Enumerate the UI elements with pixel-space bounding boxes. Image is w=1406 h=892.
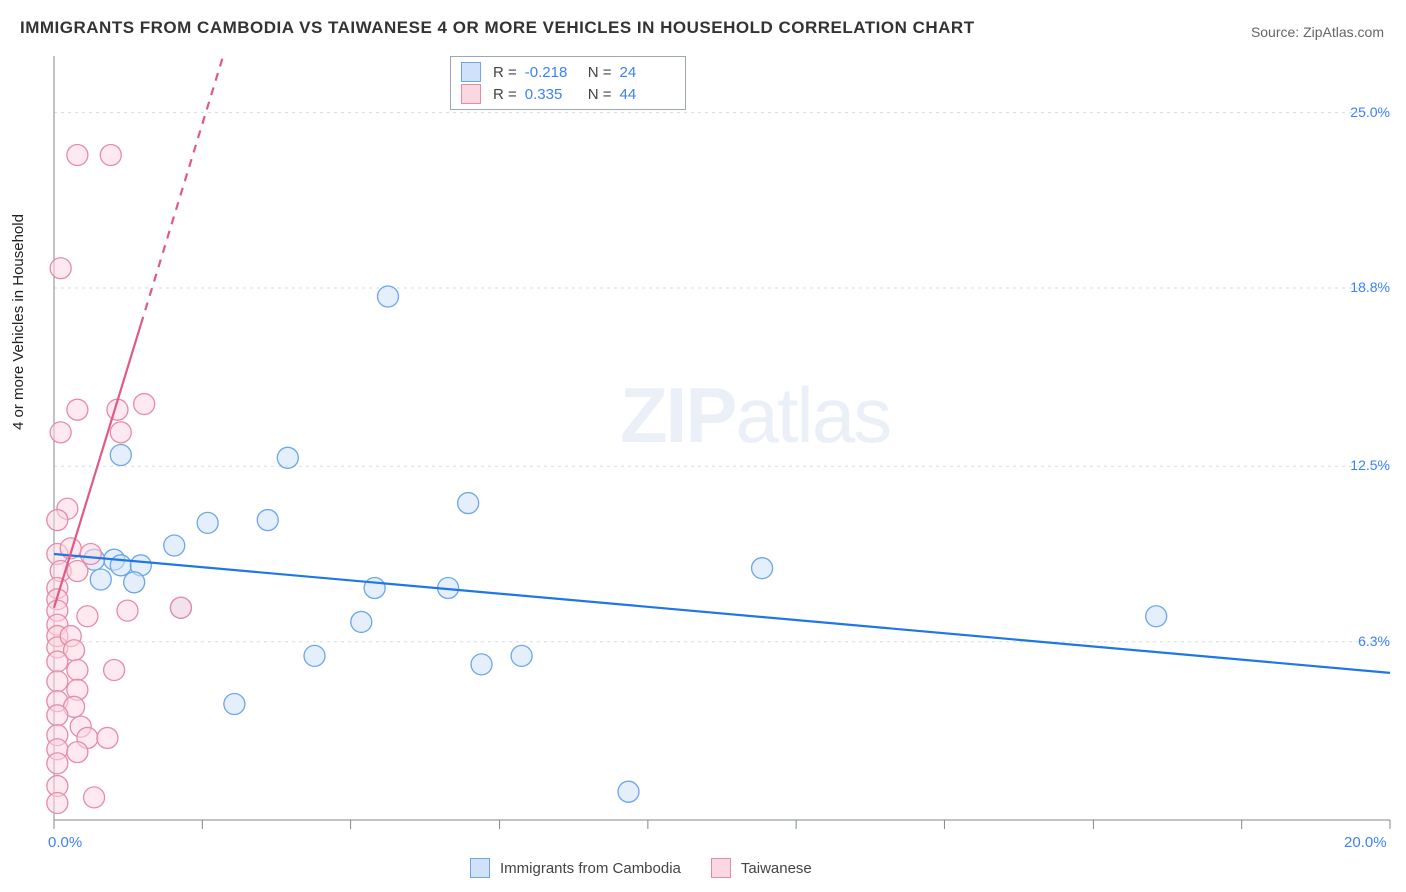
r-label: R =: [493, 64, 517, 81]
legend-stats-row: R = 0.335 N = 44: [461, 83, 675, 105]
scatter-chart: [0, 0, 1406, 892]
legend-item-label: Immigrants from Cambodia: [500, 860, 681, 877]
r-value: 0.335: [525, 86, 580, 103]
legend-item: Immigrants from Cambodia: [470, 858, 681, 878]
swatch-icon: [461, 84, 481, 104]
y-tick-label: 25.0%: [1350, 104, 1390, 120]
y-tick-label: 18.8%: [1350, 279, 1390, 295]
x-tick-label: 20.0%: [1344, 834, 1387, 851]
y-tick-label: 6.3%: [1358, 633, 1390, 649]
swatch-icon: [711, 858, 731, 878]
legend-item-label: Taiwanese: [741, 860, 812, 877]
n-label: N =: [588, 64, 612, 81]
y-tick-label: 12.5%: [1350, 457, 1390, 473]
n-value: 44: [620, 86, 675, 103]
n-value: 24: [620, 64, 675, 81]
swatch-icon: [470, 858, 490, 878]
legend-stats: R = -0.218 N = 24 R = 0.335 N = 44: [450, 56, 686, 110]
r-value: -0.218: [525, 64, 580, 81]
legend-stats-row: R = -0.218 N = 24: [461, 61, 675, 83]
legend-series: Immigrants from Cambodia Taiwanese: [470, 858, 812, 878]
r-label: R =: [493, 86, 517, 103]
n-label: N =: [588, 86, 612, 103]
x-tick-label: 0.0%: [48, 834, 82, 851]
legend-item: Taiwanese: [711, 858, 812, 878]
swatch-icon: [461, 62, 481, 82]
